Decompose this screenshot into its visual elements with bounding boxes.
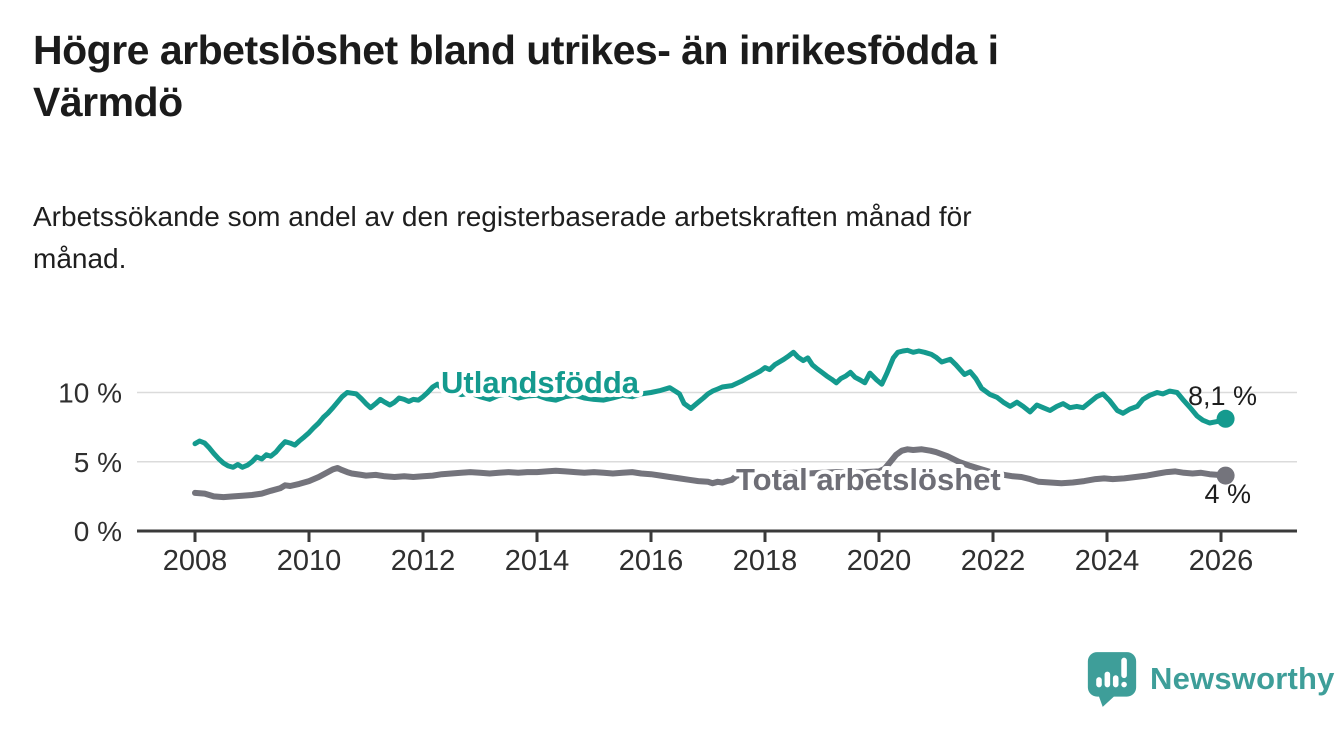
x-axis-tick-label: 2022	[961, 545, 1026, 577]
x-axis-tick-label: 2020	[847, 545, 912, 577]
x-axis-tick-label: 2012	[391, 545, 456, 577]
logo-exclamation-dot	[1121, 681, 1127, 688]
series-label-utlandsfodda: Utlandsfödda	[441, 365, 640, 400]
end-value-label-utlandsfodda: 8,1 %	[1188, 381, 1257, 411]
logo-bar-3	[1112, 675, 1119, 688]
x-axis-tick-label: 2010	[277, 545, 342, 577]
chart-subtitle-line-2: månad.	[33, 243, 127, 274]
newsworthy-logo: Newsworthy	[1086, 650, 1335, 708]
logo-bar-2	[1104, 671, 1111, 688]
x-axis-tick-label: 2026	[1189, 545, 1254, 577]
end-value-label-total: 4 %	[1204, 479, 1251, 509]
x-axis-tick-label: 2014	[505, 545, 570, 577]
chart-subtitle: Arbetssökande som andel av den registerb…	[33, 196, 1243, 280]
bar-chart-speech-bubble-icon	[1087, 652, 1137, 707]
x-axis-tick-label: 2008	[163, 545, 228, 577]
series-line-utlandsfodda	[192, 347, 1229, 470]
logo-exclamation-bar	[1121, 657, 1127, 679]
page-title-line-1: Högre arbetslöshet bland utrikes- än inr…	[33, 27, 999, 73]
series-label-total: Total arbetslöshet	[736, 462, 1001, 497]
series-line-total	[192, 446, 1229, 501]
page-title-line-2: Värmdö	[33, 79, 183, 126]
x-axis-tick-label: 2018	[733, 545, 798, 577]
x-axis-tick-label: 2024	[1075, 545, 1140, 577]
y-axis-tick-label: 5 %	[74, 447, 122, 478]
page-title: Högre arbetslöshet bland utrikes- än inr…	[33, 24, 1193, 129]
y-axis-tick-label: 0 %	[74, 516, 122, 547]
x-axis-tick-label: 2016	[619, 545, 684, 577]
y-axis-tick-label: 10 %	[58, 378, 122, 409]
logo-bar-1	[1096, 677, 1102, 688]
series-end-dot-total	[1216, 466, 1235, 485]
chart-subtitle-line-1: Arbetssökande som andel av den registerb…	[33, 201, 972, 232]
brand-name: Newsworthy	[1150, 661, 1335, 696]
series-end-dot-utlandsfodda	[1216, 409, 1235, 428]
